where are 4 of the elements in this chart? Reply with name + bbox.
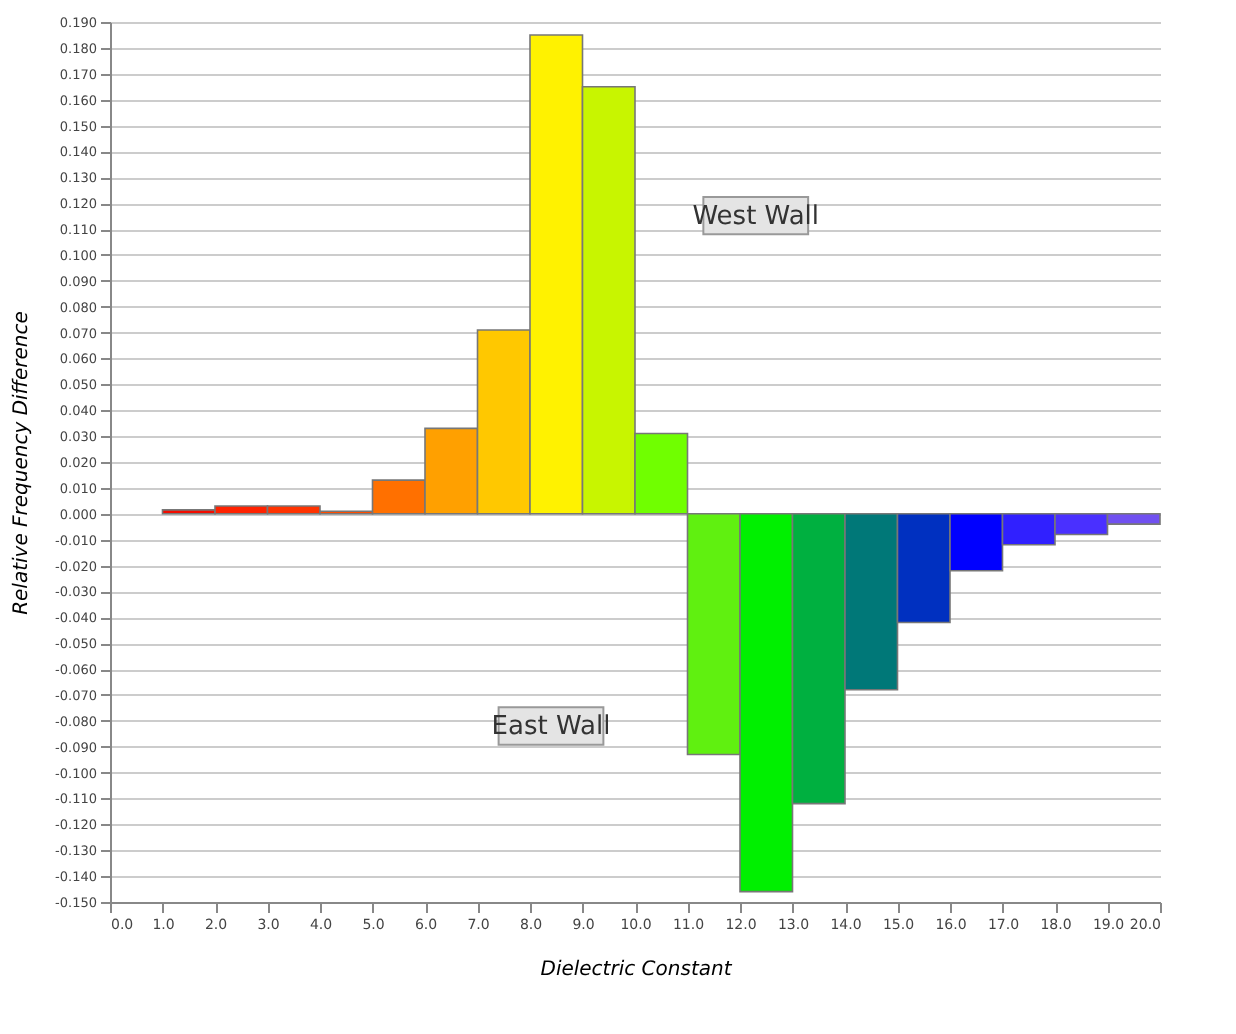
y-axis-title: Relative Frequency Difference	[11, 311, 34, 615]
x-axis-title: Dielectric Constant	[540, 959, 734, 981]
annotation: West Wall	[692, 201, 820, 232]
annotation: East Wall	[491, 712, 611, 742]
